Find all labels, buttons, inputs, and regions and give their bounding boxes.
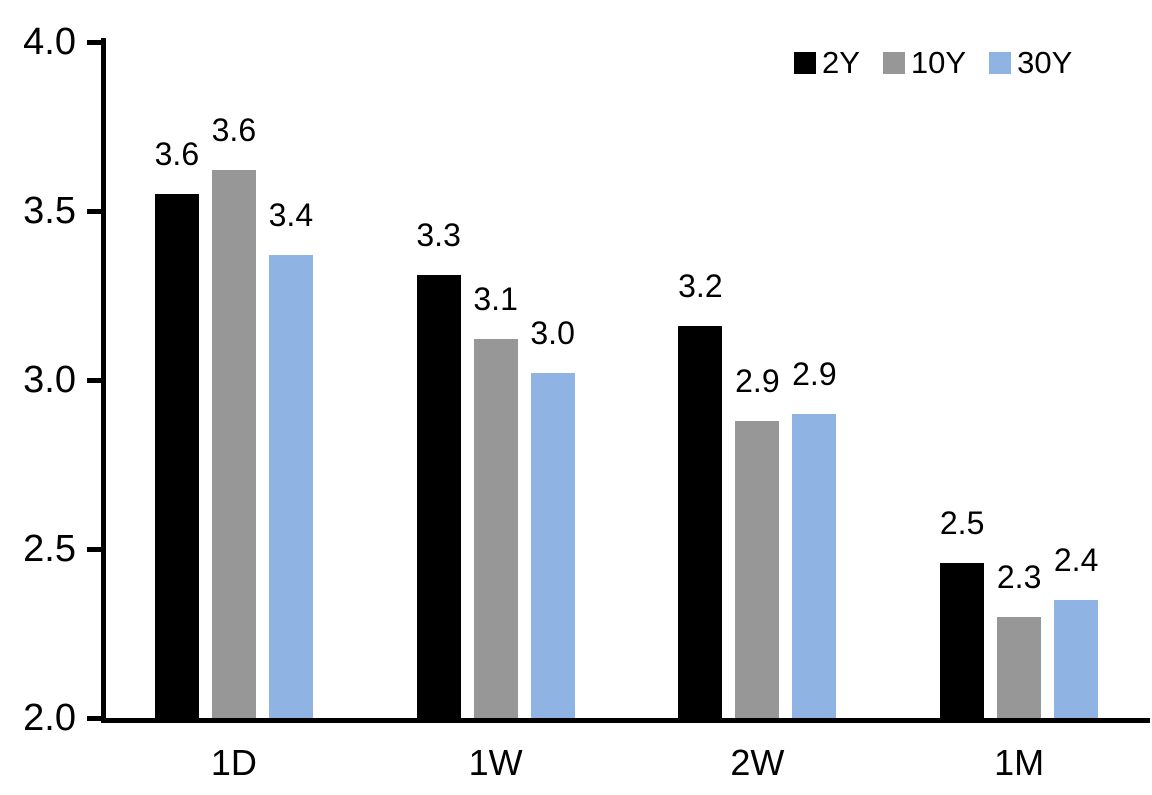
bar-30y-1d xyxy=(268,254,313,718)
legend: 2Y 10Y 30Y xyxy=(794,45,1072,81)
y-axis-tick-label: 2.5 xyxy=(23,528,76,570)
x-axis-category-label: 1W xyxy=(468,742,523,783)
bar-30y-1w xyxy=(530,373,575,718)
bar-value-label: 3.4 xyxy=(268,196,314,233)
legend-label: 10Y xyxy=(910,45,967,80)
bar-value-label: 3.6 xyxy=(154,136,200,173)
x-axis-category-label: 1D xyxy=(210,742,257,783)
y-axis-tick-label: 4.0 xyxy=(23,21,76,63)
bar-2y-1w xyxy=(416,275,461,718)
legend-swatch-icon xyxy=(882,52,905,74)
bar-10y-1w xyxy=(473,339,518,718)
bar-value-label: 2.3 xyxy=(996,558,1042,595)
bar-value-label: 2.5 xyxy=(939,504,985,541)
bar-2y-1d xyxy=(154,194,199,718)
bar-value-label: 2.9 xyxy=(792,355,837,392)
legend-item-2y: 2Y xyxy=(794,45,860,81)
x-axis-category-label: 1M xyxy=(994,742,1045,783)
bar-30y-1m xyxy=(1054,599,1099,718)
bar-10y-1m xyxy=(997,616,1042,718)
legend-item-10y: 10Y xyxy=(882,45,967,81)
bar-2y-1m xyxy=(940,562,985,718)
bar-value-label: 3.0 xyxy=(530,315,575,352)
bar-value-label: 2.4 xyxy=(1053,541,1099,578)
y-axis-line xyxy=(101,38,106,723)
y-axis-tick xyxy=(87,40,101,45)
y-axis-tick-label: 3.5 xyxy=(23,190,76,232)
bar-value-label: 3.3 xyxy=(416,217,461,254)
bar-10y-1d xyxy=(211,170,256,718)
y-axis-tick xyxy=(87,378,101,383)
legend-swatch-icon xyxy=(794,52,816,74)
y-axis-tick xyxy=(87,547,101,552)
legend-label: 30Y xyxy=(1017,45,1073,80)
bar-value-label: 3.6 xyxy=(211,112,257,149)
bar-2y-2w xyxy=(678,325,723,718)
legend-item-30y: 30Y xyxy=(989,45,1072,81)
bar-value-label: 3.2 xyxy=(678,267,723,304)
bar-30y-2w xyxy=(792,413,837,718)
bar-10y-2w xyxy=(735,420,780,718)
legend-label: 2Y xyxy=(822,45,860,80)
bar-value-label: 2.9 xyxy=(735,362,780,399)
y-axis-tick-label: 2.0 xyxy=(23,697,76,739)
y-axis-tick xyxy=(87,209,101,214)
x-axis-line xyxy=(101,718,1150,723)
y-axis-tick xyxy=(87,716,101,721)
y-axis-tick-label: 3.0 xyxy=(23,359,76,401)
x-axis-category-label: 2W xyxy=(730,742,785,783)
bar-value-label: 3.1 xyxy=(473,281,518,318)
legend-swatch-icon xyxy=(989,52,1012,74)
